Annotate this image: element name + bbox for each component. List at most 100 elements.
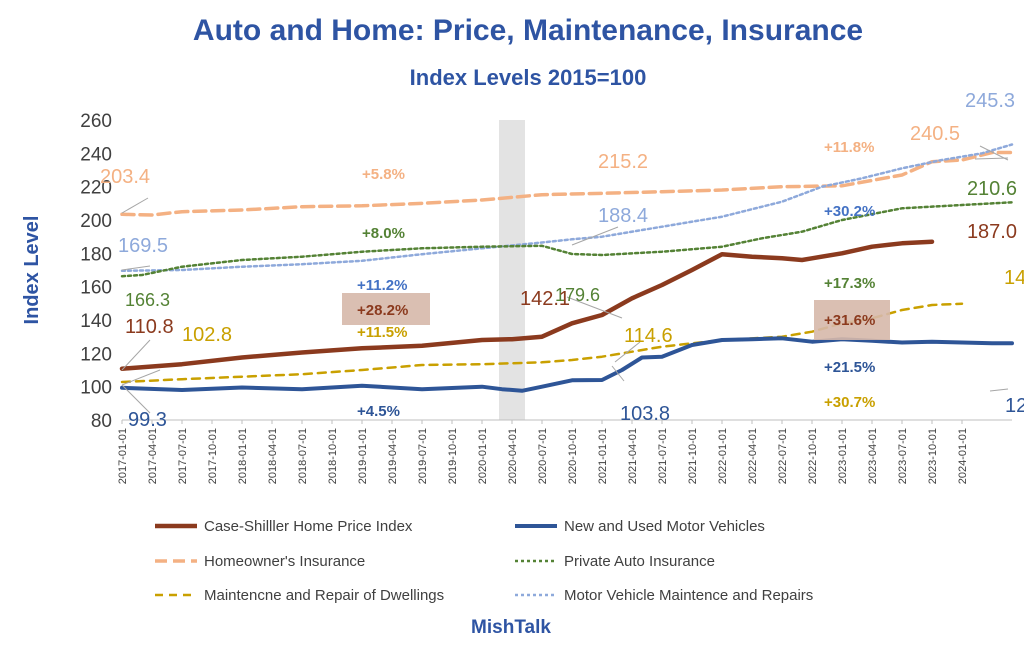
legend-label-homeowners-insurance: Homeowner's Insurance [204,553,365,570]
data-label: 203.4 [100,166,150,188]
leader-line [989,388,1009,392]
data-label: 188.4 [598,205,648,227]
annotation-box-31-6 [814,300,890,340]
x-tick-label: 2020-04-01 [507,428,519,484]
change-annotation: +21.5% [824,359,875,376]
x-tick-label: 2018-07-01 [297,428,309,484]
leader-line [974,157,1009,160]
y-tick-label: 260 [80,111,112,132]
legend-label-vehicle-repair: Motor Vehicle Maintence and Repairs [564,587,813,604]
y-axis-label: Index Level [21,216,43,325]
x-tick-label: 2024-01-01 [957,428,969,484]
change-annotation: +30.7% [824,394,875,411]
leader-line [121,369,161,386]
x-tick-label: 2022-01-01 [717,428,729,484]
x-tick-label: 2019-04-01 [387,428,399,484]
y-tick-label: 220 [80,178,112,199]
x-tick-label: 2020-07-01 [537,428,549,484]
x-tick-label: 2021-01-01 [597,428,609,484]
x-tick-label: 2020-10-01 [567,428,579,484]
series-line-1 [120,336,1014,393]
data-label: 110.8 [125,316,174,338]
x-tick-label: 2022-04-01 [747,428,759,484]
leader-line [571,226,619,246]
recession-shading [499,120,525,420]
data-label: 103.8 [620,403,670,425]
change-annotation: +11.8% [824,139,874,156]
change-annotation: +31.6% [824,312,875,329]
data-label: 179.6 [555,285,600,305]
series-line-0 [119,239,935,371]
x-tick-label: 2017-10-01 [207,428,219,484]
data-label: 99.3 [128,409,167,431]
x-tick-label: 2018-04-01 [267,428,279,484]
change-annotation: +4.5% [357,403,400,420]
data-label: 142.1 [520,288,570,310]
x-tick-label: 2023-01-01 [837,428,849,484]
data-label: 210.6 [967,178,1017,200]
footer-brand: MishTalk [471,617,551,638]
annotation-box-28-2 [342,293,430,325]
legend-label-motor-vehicles: New and Used Motor Vehicles [564,518,765,535]
y-tick-label: 180 [80,244,112,265]
x-tick-label: 2019-01-01 [357,428,369,484]
change-annotation: +28.2% [357,302,408,319]
leader-line [121,339,151,371]
x-tick-label: 2023-07-01 [897,428,909,484]
x-tick-label: 2021-10-01 [687,428,699,484]
x-tick-label: 2017-01-01 [117,428,129,484]
data-label: 114.6 [624,325,673,347]
leader-line [566,296,623,319]
x-tick-label: 2022-10-01 [807,428,819,484]
x-tick-label: 2019-07-01 [417,428,429,484]
series-line-5 [120,143,1014,273]
chart-subtitle: Index Levels 2015=100 [410,65,647,90]
series-line-3 [120,201,1014,278]
legend-label-auto-insurance: Private Auto Insurance [564,553,715,570]
data-label: 215.2 [598,151,648,173]
leader-line [121,265,151,271]
y-tick-label: 80 [91,411,112,432]
y-tick-label: 120 [80,344,112,365]
x-tick-label: 2021-04-01 [627,428,639,484]
x-tick-label: 2018-10-01 [327,428,339,484]
change-annotation: +5.8% [362,166,405,183]
x-tick-label: 2017-04-01 [147,428,159,484]
legend-label-home-price: Case-Shilller Home Price Index [204,518,413,535]
y-tick-label: 140 [80,311,112,332]
data-label: 245.3 [965,90,1015,112]
leader-line [121,384,151,414]
y-tick-label: 200 [80,211,112,232]
legend-label-dwelling-repair: Maintencne and Repair of Dwellings [204,587,444,604]
change-annotation: +30.2% [824,203,875,220]
legend: Case-Shilller Home Price Index New and U… [155,518,813,604]
chart-title: Auto and Home: Price, Maintenance, Insur… [193,14,863,47]
x-tick-label: 2023-10-01 [927,428,939,484]
x-tick-label: 2018-01-01 [237,428,249,484]
plot-area: 80 100 120 140 160 180 200 220 240 260 2017-01-01 2… [80,90,1024,484]
leader-line [121,197,149,214]
data-label: 102.8 [182,324,232,346]
series-line-2 [120,150,1014,217]
data-label: 169.5 [118,235,168,257]
x-tick-label: 2020-01-01 [477,428,489,484]
y-tick-label: 240 [80,144,112,165]
leader-line [611,365,625,382]
data-label: 240.5 [910,123,960,145]
data-label: 149.8 [1004,267,1024,289]
series-line-4 [120,302,964,384]
leader-line [614,341,641,363]
y-tick-label: 160 [80,278,112,299]
x-tick-label: 2023-04-01 [867,428,879,484]
data-label: 187.0 [967,221,1017,243]
change-annotation: +17.3% [824,275,875,292]
data-label: 166.3 [125,290,170,310]
y-tick-label: 100 [80,378,112,399]
x-tick-label: 2021-07-01 [657,428,669,484]
change-annotation: +11.5% [357,324,407,341]
x-tick-label: 2017-07-01 [177,428,189,484]
x-tick-label: 2019-10-01 [447,428,459,484]
x-tick-label: 2022-07-01 [777,428,789,484]
change-annotation: +8.0% [362,225,405,242]
